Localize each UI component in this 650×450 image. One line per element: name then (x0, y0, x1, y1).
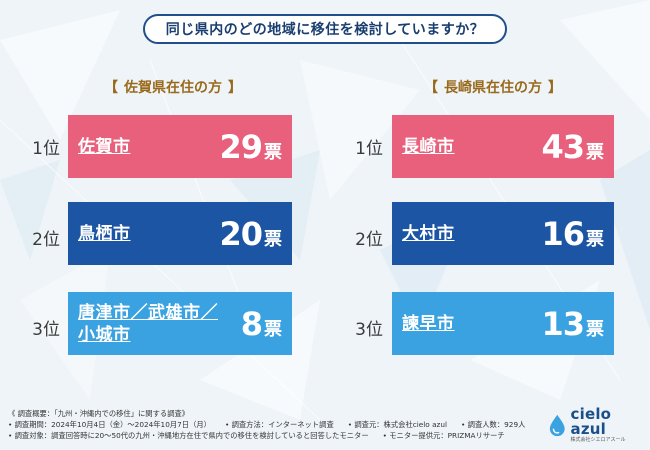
company-logo: cielo azul 株式会社シエロアスール (548, 404, 646, 443)
logo-sub: 株式会社シエロアスール (570, 436, 626, 443)
nagasaki-city-3: 諫早市 (402, 313, 455, 334)
footer-org: • 調査元：株式会社cielo azul (347, 420, 448, 429)
nagasaki-city-2: 大村市 (402, 223, 455, 244)
saga-votes-1: 29 票 (219, 127, 282, 166)
footer-overview: 《 調査概要：「九州・沖縄内での移住」に関する調査》 (8, 409, 190, 418)
nagasaki-city-1: 長崎市 (402, 136, 455, 157)
saga-city-3: 唐津市／武雄市／ 小城市 (78, 302, 218, 345)
saga-city-2: 鳥栖市 (78, 223, 131, 244)
nagasaki-rank-2: 2位 (355, 230, 383, 250)
survey-footer: 《 調査概要：「九州・沖縄内での移住」に関する調査》 • 調査期間：2024年1… (8, 408, 538, 441)
footer-provider: • モニター提供元：PRIZMAリサーチ (382, 431, 505, 440)
question-title: 同じ県内のどの地域に移住を検討していますか？ (143, 14, 507, 44)
nagasaki-bar-1: 長崎市 43 票 (392, 115, 614, 178)
footer-target: • 調査対象：調査回答時に20〜50代の九州・沖縄地方在住で県内での移住を検討し… (8, 431, 369, 440)
saga-rank-1: 1位 (32, 139, 60, 159)
nagasaki-bar-2: 大村市 16 票 (392, 202, 614, 265)
nagasaki-votes-2: 16 票 (541, 214, 604, 253)
saga-city-1: 佐賀市 (78, 136, 131, 157)
saga-votes-2: 20 票 (219, 214, 282, 253)
saga-rank-2: 2位 (32, 230, 60, 250)
footer-method: • 調査方法：インターネット調査 (224, 420, 334, 429)
nagasaki-bar-3: 諫早市 13 票 (392, 292, 614, 355)
nagasaki-rank-1: 1位 (355, 139, 383, 159)
logo-name: cielo azul (570, 404, 612, 438)
nagasaki-votes-1: 43 票 (541, 127, 604, 166)
saga-heading-label: 佐賀県在住の方 (124, 80, 222, 96)
saga-bar-2: 鳥栖市 20 票 (68, 202, 292, 265)
saga-rank-3: 3位 (32, 320, 60, 340)
footer-period: • 調査期間：2024年10月4日（金）〜2024年10月7日（月） (8, 420, 211, 429)
nagasaki-votes-3: 13 票 (541, 304, 604, 343)
footer-people: • 調査人数：929人 (461, 420, 526, 429)
saga-bar-1: 佐賀市 29 票 (68, 115, 292, 178)
saga-heading: 【 佐賀県在住の方 】 (98, 77, 248, 97)
logo-drop-icon (549, 414, 565, 437)
nagasaki-heading-label: 長崎県在住の方 (444, 80, 542, 96)
nagasaki-rank-3: 3位 (355, 320, 383, 340)
nagasaki-heading: 【 長崎県在住の方 】 (418, 77, 568, 97)
